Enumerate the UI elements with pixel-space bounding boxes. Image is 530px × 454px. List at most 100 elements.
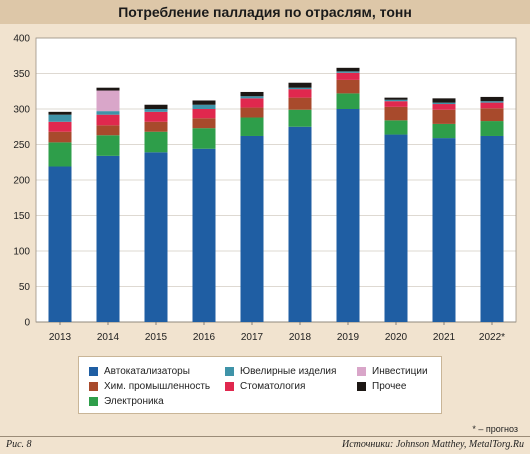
bar-segment bbox=[96, 125, 120, 136]
y-tick-label: 150 bbox=[13, 211, 30, 222]
y-tick-label: 50 bbox=[19, 282, 31, 293]
y-tick-label: 350 bbox=[13, 69, 30, 80]
bar-segment bbox=[288, 126, 312, 322]
legend-label: Автокатализаторы bbox=[104, 366, 190, 377]
legend-item-dental: Стоматология bbox=[225, 381, 305, 392]
bar-segment bbox=[288, 87, 312, 90]
footer-divider bbox=[0, 436, 530, 437]
legend-label: Ювелирные изделия bbox=[240, 366, 337, 377]
bar-segment bbox=[240, 107, 264, 118]
bar-segment bbox=[96, 135, 120, 156]
bar-segment bbox=[144, 111, 168, 122]
bar-segment bbox=[240, 135, 264, 322]
bar-segment bbox=[336, 72, 360, 80]
x-tick-label: 2022* bbox=[479, 332, 505, 343]
bar-segment bbox=[96, 155, 120, 322]
bar-segment bbox=[48, 111, 72, 115]
legend-label: Электроника bbox=[104, 396, 164, 407]
bar-segment bbox=[336, 93, 360, 109]
y-tick-label: 100 bbox=[13, 247, 30, 258]
legend-item-chemical: Хим. промышленность bbox=[89, 381, 210, 392]
bar-segment bbox=[288, 97, 312, 110]
bar-segment bbox=[96, 87, 120, 91]
bar-segment bbox=[192, 104, 216, 109]
bar-segment bbox=[192, 100, 216, 105]
bar-segment bbox=[48, 142, 72, 167]
bar-segment bbox=[96, 114, 120, 126]
x-tick-label: 2013 bbox=[49, 332, 72, 343]
bar-segment bbox=[480, 135, 504, 322]
legend-swatch bbox=[89, 382, 98, 391]
chart-title: Потребление палладия по отраслям, тонн bbox=[0, 0, 530, 24]
x-tick-label: 2019 bbox=[337, 332, 360, 343]
bar-segment bbox=[336, 109, 360, 322]
bar-segment bbox=[192, 109, 216, 119]
bar-segment bbox=[480, 108, 504, 122]
x-tick-label: 2015 bbox=[145, 332, 168, 343]
legend-swatch bbox=[89, 397, 98, 406]
bar-segment bbox=[48, 121, 72, 132]
bar-segment bbox=[432, 138, 456, 322]
bar-segment bbox=[240, 91, 264, 97]
bar-segment bbox=[384, 134, 408, 322]
forecast-footnote: * – прогноз bbox=[472, 424, 518, 434]
bar-segment bbox=[336, 71, 360, 73]
legend-label: Инвестиции bbox=[372, 366, 428, 377]
bar-segment bbox=[288, 109, 312, 127]
legend-item-electronics: Электроника bbox=[89, 396, 164, 407]
y-tick-label: 250 bbox=[13, 140, 30, 151]
x-tick-label: 2017 bbox=[241, 332, 264, 343]
bar-segment bbox=[144, 152, 168, 322]
bar-segment bbox=[192, 148, 216, 322]
y-tick-label: 0 bbox=[24, 318, 30, 329]
y-tick-label: 300 bbox=[13, 105, 30, 116]
legend-swatch bbox=[225, 367, 234, 376]
bar-segment bbox=[240, 98, 264, 108]
source-note: Источники: Johnson Matthey, MetalTorg.Ru bbox=[341, 439, 524, 450]
legend-swatch bbox=[89, 367, 98, 376]
bar-segment bbox=[96, 90, 120, 112]
bar-segment bbox=[384, 99, 408, 102]
bar-segment bbox=[432, 123, 456, 139]
bar-segment bbox=[432, 104, 456, 110]
bar-segment bbox=[384, 97, 408, 100]
bar-segment bbox=[288, 82, 312, 88]
legend-swatch bbox=[225, 382, 234, 391]
bar-segment bbox=[96, 111, 120, 115]
x-tick-label: 2016 bbox=[193, 332, 216, 343]
stacked-bar-chart: 0 50 100 150 200 250 300 350 400 2013 2014 2015 2016… bbox=[13, 34, 517, 343]
y-tick-label: 400 bbox=[13, 34, 30, 45]
bar-segment bbox=[192, 128, 216, 149]
bar-segment bbox=[432, 102, 456, 105]
bar-segment bbox=[432, 109, 456, 124]
bar-segment bbox=[144, 131, 168, 153]
y-tick-label: 200 bbox=[13, 176, 30, 187]
bar-segment bbox=[480, 96, 504, 102]
bar-segment bbox=[432, 98, 456, 103]
x-tick-label: 2020 bbox=[385, 332, 408, 343]
x-tick-label: 2021 bbox=[433, 332, 456, 343]
bar-segment bbox=[144, 109, 168, 112]
bar-segment bbox=[240, 117, 264, 136]
plot-border bbox=[35, 37, 517, 323]
legend-item-autocatalysts: Автокатализаторы bbox=[89, 366, 190, 377]
bar-segment bbox=[288, 89, 312, 98]
bar-segment bbox=[384, 101, 408, 107]
bar-segment bbox=[480, 102, 504, 109]
bar-segment bbox=[48, 131, 72, 143]
bar-segment bbox=[192, 118, 216, 129]
legend-label: Хим. промышленность bbox=[104, 381, 211, 392]
bar-segment bbox=[384, 106, 408, 121]
bar-segment bbox=[480, 121, 504, 136]
bar-segment bbox=[144, 104, 168, 109]
bar-segment bbox=[144, 121, 168, 132]
legend-item-other: Прочее bbox=[357, 381, 406, 392]
legend-item-jewelry: Ювелирные изделия bbox=[225, 366, 336, 377]
bar-segment bbox=[48, 114, 72, 122]
figure-label: Рис. 8 bbox=[6, 439, 32, 450]
bar-segment bbox=[336, 79, 360, 94]
chart-legend: Автокатализаторы Ювелирные изделия Инвес… bbox=[78, 356, 442, 414]
bar-segment bbox=[48, 166, 72, 322]
bar-segment bbox=[336, 67, 360, 72]
bar-segment bbox=[384, 120, 408, 135]
